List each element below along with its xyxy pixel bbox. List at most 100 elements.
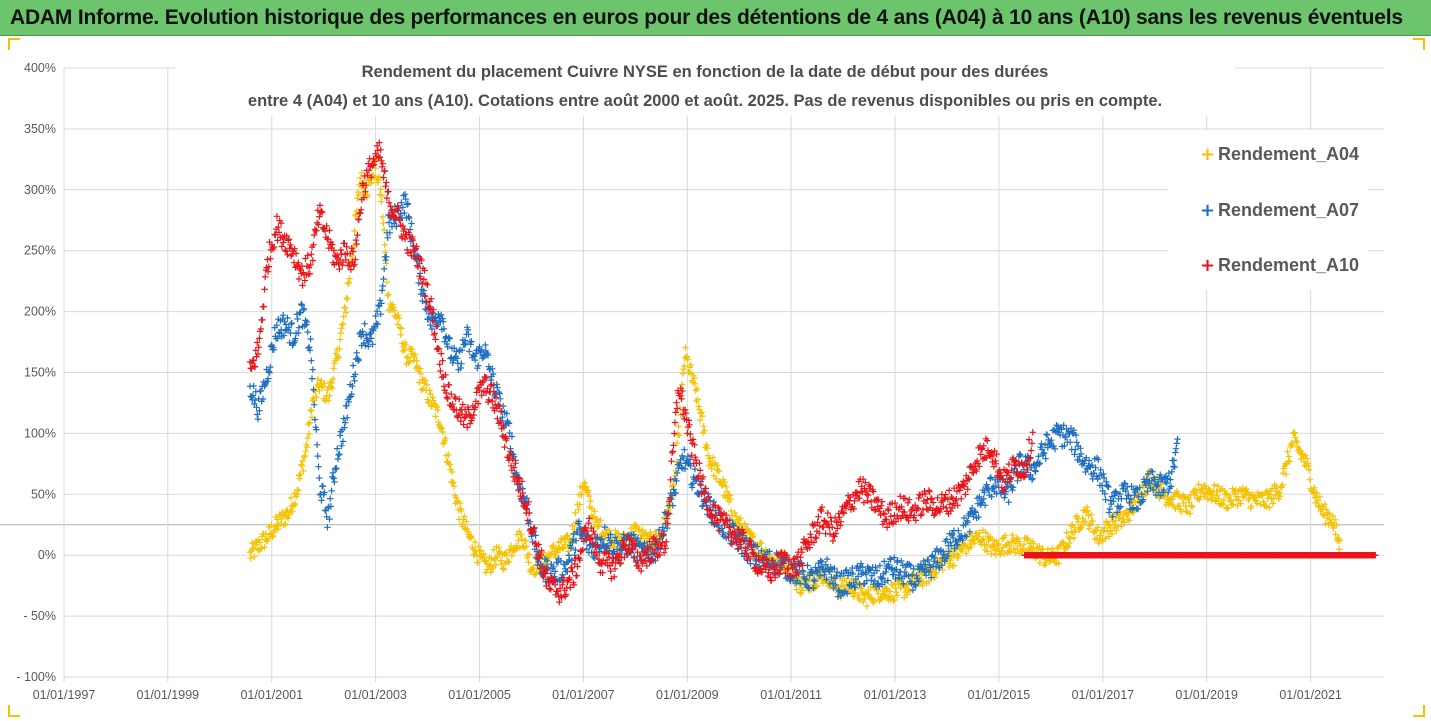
data-point-rendement_a10 [834,525,841,532]
data-point-rendement_a04 [1060,540,1067,547]
data-point-rendement_a10 [573,572,581,579]
data-point-rendement_a07 [1042,455,1049,462]
data-point-rendement_a07 [910,565,917,573]
data-point-rendement_a04 [709,454,717,461]
data-point-rendement_a07 [908,580,915,587]
data-point-rendement_a07 [1090,470,1098,477]
data-point-rendement_a04 [298,461,305,468]
data-point-rendement_a07 [1111,492,1119,499]
data-point-rendement_a07 [849,570,857,578]
data-point-rendement_a04 [901,594,908,601]
data-point-rendement_a04 [891,596,898,604]
data-point-rendement_a04 [901,584,909,592]
data-point-rendement_a07 [401,209,408,217]
data-point-rendement_a07 [933,545,940,553]
data-point-rendement_a07 [1125,492,1132,499]
data-point-rendement_a04 [1186,510,1194,517]
data-point-rendement_a04 [295,472,303,479]
data-point-rendement_a10 [353,240,360,248]
data-point-rendement_a04 [636,526,643,533]
y-tick-label: - 100% [16,670,56,684]
data-point-rendement_a04 [464,525,471,533]
data-point-rendement_a07 [482,341,489,349]
data-point-rendement_a07 [386,229,393,236]
data-point-rendement_a10 [299,282,306,289]
data-point-rendement_a04 [1323,506,1330,513]
data-point-rendement_a07 [373,308,381,315]
data-point-rendement_a10 [420,276,427,283]
data-point-rendement_a07 [1121,480,1128,487]
data-point-rendement_a07 [907,562,914,569]
data-point-rendement_a04 [346,275,353,282]
data-point-rendement_a10 [414,263,422,271]
data-point-rendement_a07 [417,270,424,277]
data-point-rendement_a04 [515,537,522,544]
data-point-rendement_a07 [828,574,835,581]
data-point-rendement_a04 [307,406,314,414]
data-point-rendement_a04 [389,301,396,308]
data-point-rendement_a04 [531,571,539,578]
data-point-rendement_a10 [282,246,289,254]
data-point-rendement_a04 [251,553,258,560]
data-point-rendement_a04 [417,365,424,372]
data-point-rendement_a07 [1075,456,1083,464]
data-point-rendement_a07 [439,315,446,322]
data-point-rendement_a04 [395,312,402,319]
data-point-rendement_a07 [1077,445,1084,452]
data-point-rendement_a10 [396,217,404,224]
data-point-rendement_a10 [330,247,337,254]
data-point-rendement_a07 [1124,483,1131,491]
data-point-rendement_a10 [354,231,361,239]
data-point-rendement_a04 [417,370,425,377]
data-point-rendement_a07 [1158,475,1165,482]
data-point-rendement_a10 [798,549,806,556]
data-point-rendement_a07 [256,407,263,414]
data-point-rendement_a04 [733,513,740,520]
data-point-rendement_a04 [692,387,699,394]
data-point-rendement_a10 [292,250,300,257]
data-point-rendement_a07 [906,561,913,568]
data-point-rendement_a04 [564,548,572,555]
y-tick-label: 150% [24,366,56,380]
data-point-rendement_a04 [453,498,461,506]
data-point-rendement_a07 [994,478,1002,486]
data-point-rendement_a07 [1172,449,1179,456]
data-point-rendement_a04 [1072,528,1079,535]
data-point-rendement_a04 [933,569,940,576]
data-point-rendement_a10 [273,213,281,220]
data-point-rendement_a10 [457,417,464,425]
data-point-rendement_a04 [450,479,457,486]
data-point-rendement_a07 [912,582,919,590]
data-point-rendement_a04 [1333,521,1340,529]
data-point-rendement_a04 [695,403,702,410]
data-point-rendement_a10 [434,345,441,352]
data-point-rendement_a10 [307,261,314,269]
data-point-rendement_a07 [794,577,801,584]
data-point-rendement_a10 [839,509,847,516]
data-point-rendement_a04 [1020,541,1028,548]
data-point-rendement_a07 [1117,503,1124,510]
data-point-rendement_a04 [1077,524,1084,532]
data-point-rendement_a10 [346,262,353,269]
data-point-rendement_a04 [550,542,557,549]
data-point-rendement_a07 [835,587,842,594]
data-point-rendement_a07 [349,362,357,369]
data-point-rendement_a07 [915,578,922,585]
data-point-rendement_a04 [378,192,386,199]
data-point-rendement_a07 [601,523,608,531]
data-point-rendement_a07 [1140,496,1147,503]
data-point-rendement_a10 [380,174,387,181]
data-point-rendement_a10 [385,199,393,206]
data-point-rendement_a07 [954,541,961,549]
data-point-rendement_a04 [679,370,686,377]
data-point-rendement_a07 [336,432,344,439]
data-point-rendement_a07 [295,324,303,331]
data-point-rendement_a04 [1108,530,1116,538]
data-point-rendement_a04 [701,427,708,434]
data-point-rendement_a04 [1219,501,1227,508]
data-point-rendement_a07 [1038,440,1045,447]
data-point-rendement_a04 [330,365,337,372]
data-point-rendement_a04 [966,537,974,545]
x-tick-label: 01/01/2001 [240,688,303,702]
frame-corner-bottom-right [1413,705,1425,717]
